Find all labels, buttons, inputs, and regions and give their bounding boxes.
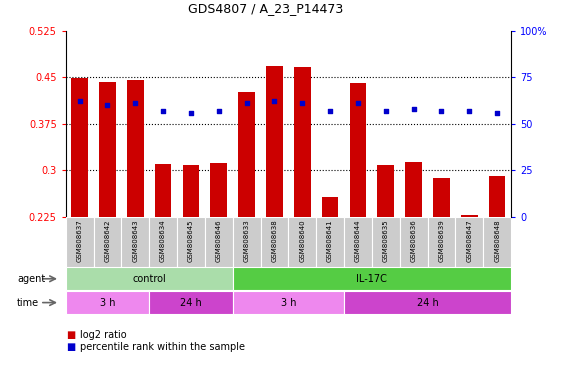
Point — [297, 100, 307, 106]
Point — [103, 102, 112, 108]
Text: GSM808639: GSM808639 — [439, 220, 444, 262]
Bar — [322, 197, 339, 217]
Text: 24 h: 24 h — [417, 298, 439, 308]
Text: GSM808638: GSM808638 — [271, 220, 278, 262]
Text: GSM808637: GSM808637 — [77, 220, 83, 262]
Point — [465, 108, 474, 114]
Bar — [233, 217, 260, 267]
Text: ■: ■ — [66, 330, 75, 340]
Bar — [149, 217, 177, 267]
Text: 24 h: 24 h — [180, 298, 202, 308]
Bar — [99, 82, 116, 217]
Bar — [316, 217, 344, 267]
Bar — [210, 163, 227, 217]
Text: GSM808635: GSM808635 — [383, 220, 389, 262]
Bar — [66, 217, 94, 267]
Bar — [344, 291, 511, 314]
Text: GSM808636: GSM808636 — [411, 220, 417, 262]
Bar — [433, 178, 450, 217]
Bar — [205, 217, 233, 267]
Point — [242, 100, 251, 106]
Bar — [483, 217, 511, 267]
Point — [186, 109, 195, 116]
Bar — [183, 166, 199, 217]
Bar — [238, 91, 255, 217]
Text: GSM808643: GSM808643 — [132, 220, 138, 262]
Bar — [400, 217, 428, 267]
Bar — [233, 291, 344, 314]
Bar — [288, 217, 316, 267]
Point — [214, 108, 223, 114]
Bar — [149, 291, 233, 314]
Text: log2 ratio: log2 ratio — [80, 330, 127, 340]
Text: GSM808642: GSM808642 — [104, 220, 110, 262]
Text: GSM808634: GSM808634 — [160, 220, 166, 262]
Text: GSM808640: GSM808640 — [299, 220, 305, 262]
Text: GSM808647: GSM808647 — [467, 220, 472, 262]
Bar — [266, 66, 283, 217]
Text: GSM808648: GSM808648 — [494, 220, 500, 262]
Text: control: control — [132, 274, 166, 284]
Point — [270, 98, 279, 104]
Point — [159, 108, 168, 114]
Bar — [122, 217, 149, 267]
Bar — [233, 267, 511, 290]
Point — [353, 100, 363, 106]
Bar — [155, 164, 171, 217]
Point — [381, 108, 391, 114]
Text: GSM808646: GSM808646 — [216, 220, 222, 262]
Bar — [66, 291, 149, 314]
Text: GSM808641: GSM808641 — [327, 220, 333, 262]
Point — [493, 109, 502, 116]
Bar — [372, 217, 400, 267]
Text: time: time — [17, 298, 39, 308]
Bar — [349, 83, 367, 217]
Bar — [377, 166, 394, 217]
Point — [325, 108, 335, 114]
Bar — [127, 80, 144, 217]
Bar — [260, 217, 288, 267]
Bar — [294, 67, 311, 217]
Bar — [71, 78, 88, 217]
Point — [75, 98, 84, 104]
Point — [437, 108, 446, 114]
Text: ■: ■ — [66, 342, 75, 352]
Text: GSM808644: GSM808644 — [355, 220, 361, 262]
Text: IL-17C: IL-17C — [356, 274, 387, 284]
Bar — [66, 267, 233, 290]
Text: percentile rank within the sample: percentile rank within the sample — [80, 342, 245, 352]
Point — [131, 100, 140, 106]
Bar — [94, 217, 122, 267]
Bar — [456, 217, 483, 267]
Bar — [428, 217, 456, 267]
Text: 3 h: 3 h — [280, 298, 296, 308]
Text: GDS4807 / A_23_P14473: GDS4807 / A_23_P14473 — [188, 2, 343, 15]
Bar — [461, 215, 477, 217]
Bar — [405, 162, 422, 217]
Text: GSM808633: GSM808633 — [244, 220, 250, 262]
Bar — [344, 217, 372, 267]
Point — [409, 106, 418, 112]
Bar — [177, 217, 205, 267]
Text: GSM808645: GSM808645 — [188, 220, 194, 262]
Text: 3 h: 3 h — [100, 298, 115, 308]
Text: agent: agent — [17, 274, 45, 284]
Bar — [489, 176, 505, 217]
